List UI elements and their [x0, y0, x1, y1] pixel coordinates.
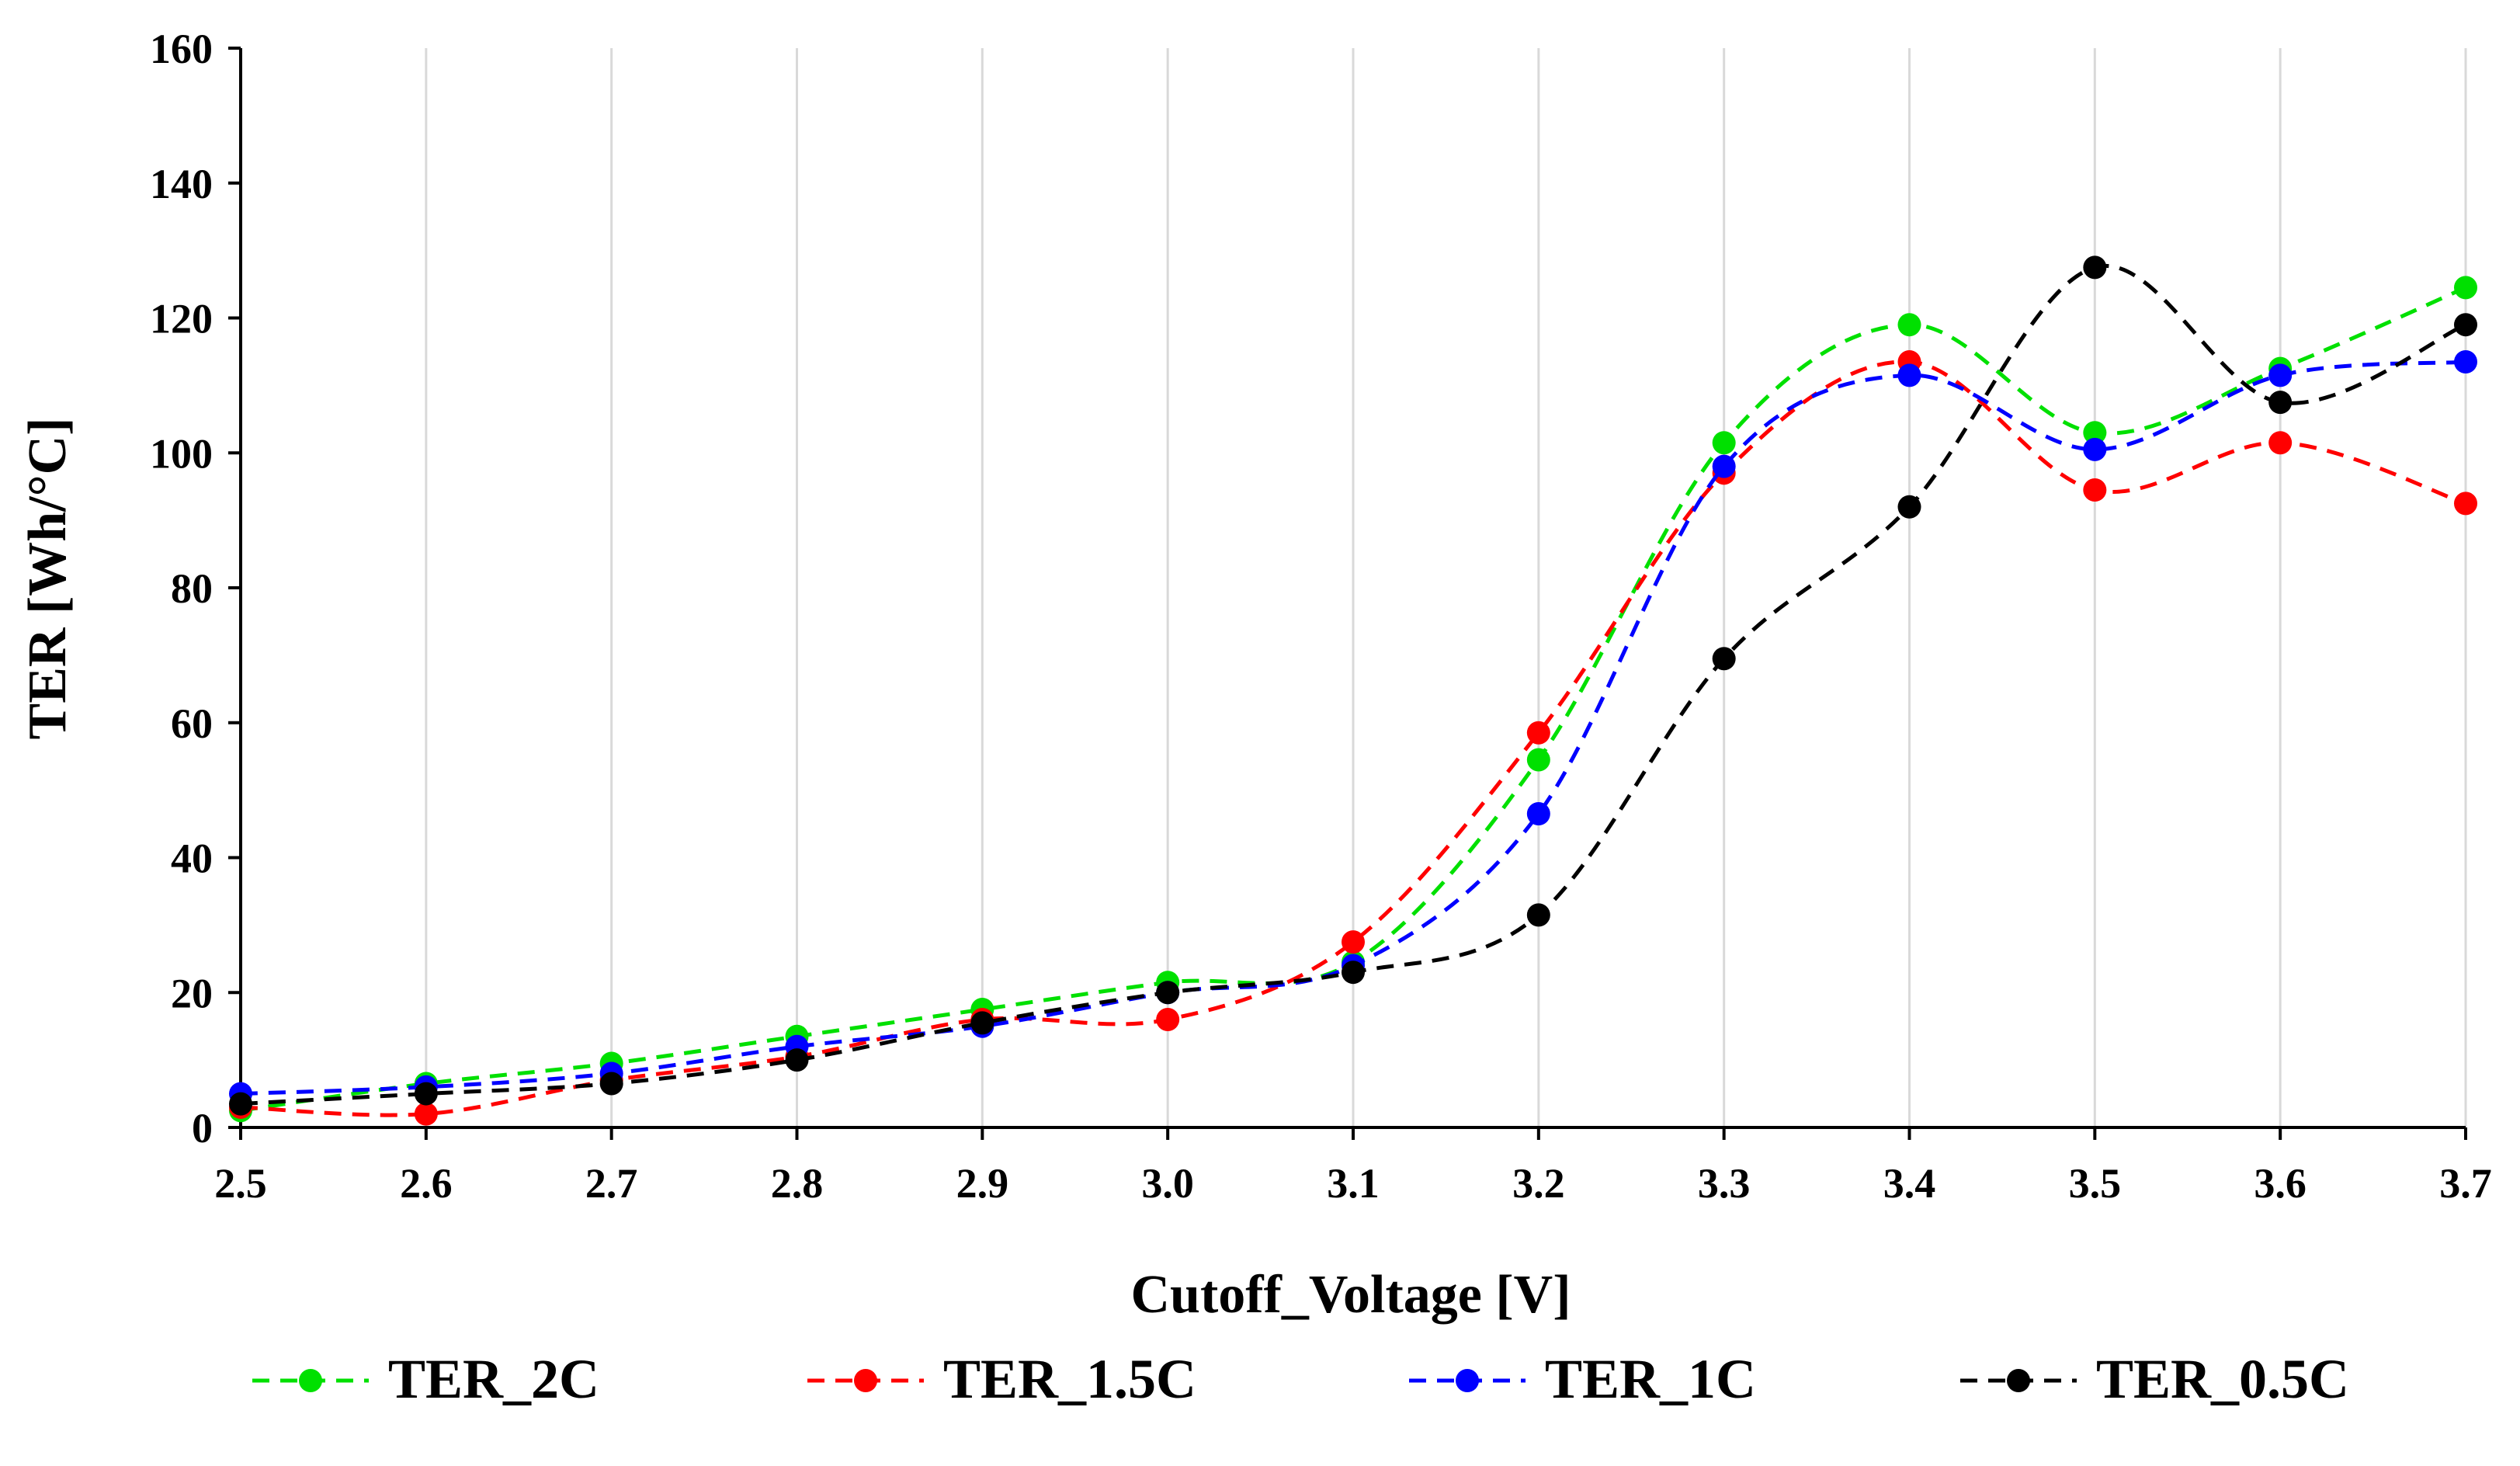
data-point-ter-0-5c — [1526, 903, 1550, 927]
legend-item-ter-1c: TER_1C — [1409, 1348, 1756, 1410]
legend-label: TER_1C — [1545, 1348, 1756, 1410]
legend: TER_2C TER_1.5C TER_1C TER_0.5C — [252, 1348, 2349, 1410]
x-tick-label: 3.5 — [2069, 1160, 2122, 1207]
x-tick-label: 2.5 — [214, 1160, 267, 1207]
data-point-ter-2c — [2454, 276, 2477, 300]
data-point-ter-0-5c — [599, 1072, 623, 1096]
series-group — [229, 255, 2477, 1126]
gridlines — [425, 48, 2467, 1127]
y-tick-label: 40 — [171, 835, 213, 882]
x-tick-label: 3.2 — [1512, 1160, 1565, 1207]
x-tick-label: 2.8 — [771, 1160, 824, 1207]
legend-swatch-marker — [299, 1369, 322, 1392]
data-point-ter-1-5c — [1156, 1008, 1180, 1031]
data-point-ter-1c — [1526, 802, 1550, 826]
y-tick-label: 120 — [150, 296, 213, 342]
y-tick-label: 60 — [171, 700, 213, 747]
y-tick-label: 160 — [150, 26, 213, 72]
y-tick-label: 80 — [171, 565, 213, 612]
data-point-ter-1-5c — [2268, 431, 2293, 455]
data-point-ter-1-5c — [414, 1102, 438, 1126]
x-tick-label: 3.0 — [1141, 1160, 1194, 1207]
x-tick-label: 3.7 — [2439, 1160, 2492, 1207]
legend-label: TER_2C — [388, 1348, 599, 1410]
data-point-ter-0-5c — [2454, 313, 2477, 337]
legend-swatch-marker — [2007, 1369, 2030, 1392]
y-tick-label: 140 — [150, 161, 213, 207]
data-point-ter-0-5c — [229, 1092, 252, 1116]
data-point-ter-1-5c — [1526, 721, 1550, 745]
data-point-ter-1-5c — [2454, 492, 2477, 516]
data-point-ter-2c — [1526, 748, 1550, 772]
data-point-ter-1c — [2268, 363, 2293, 387]
legend-item-ter-0-5c: TER_0.5C — [1960, 1348, 2349, 1410]
data-point-ter-1c — [1712, 454, 1736, 478]
data-point-ter-0-5c — [970, 1011, 994, 1035]
y-axis-title: TER [Wh/°C] — [18, 418, 78, 740]
data-point-ter-1-5c — [1342, 930, 1365, 954]
x-axis-ticks: 2.5 2.6 2.7 2.8 2.9 3.0 3.1 3.2 3.3 3.4 3.5 3.6 3.7 — [214, 1127, 2492, 1207]
data-point-ter-1c — [2454, 349, 2477, 373]
data-point-ter-1-5c — [2083, 478, 2107, 502]
legend-item-ter-2c: TER_2C — [252, 1348, 599, 1410]
data-point-ter-1c — [1897, 363, 1921, 387]
legend-swatch-marker — [854, 1369, 877, 1392]
data-point-ter-0-5c — [1156, 981, 1180, 1005]
legend-label: TER_0.5C — [2096, 1348, 2349, 1410]
x-tick-label: 2.7 — [585, 1160, 638, 1207]
legend-item-ter-1-5c: TER_1.5C — [807, 1348, 1196, 1410]
data-point-ter-2c — [1897, 313, 1921, 337]
x-tick-label: 2.6 — [400, 1160, 453, 1207]
x-axis-title: Cutoff_Voltage [V] — [1130, 1265, 1571, 1325]
data-point-ter-0-5c — [414, 1082, 438, 1106]
series-ter-0-5c — [229, 255, 2477, 1116]
series-line-ter-1c — [240, 360, 2466, 1096]
x-tick-label: 3.1 — [1327, 1160, 1380, 1207]
y-tick-label: 0 — [192, 1105, 213, 1152]
data-point-ter-0-5c — [2083, 255, 2107, 280]
y-tick-label: 20 — [171, 970, 213, 1016]
data-point-ter-0-5c — [2268, 391, 2293, 415]
data-point-ter-0-5c — [1897, 495, 1921, 519]
data-point-ter-2c — [2083, 421, 2107, 445]
data-point-ter-2c — [1712, 431, 1736, 455]
x-tick-label: 3.4 — [1883, 1160, 1936, 1207]
y-axis-ticks: 0 20 40 60 80 100 120 140 160 — [150, 26, 241, 1152]
data-point-ter-0-5c — [1342, 961, 1365, 985]
legend-label: TER_1.5C — [943, 1348, 1196, 1410]
x-tick-label: 3.6 — [2254, 1160, 2307, 1207]
x-tick-label: 2.9 — [956, 1160, 1009, 1207]
data-point-ter-0-5c — [1712, 647, 1736, 671]
x-tick-label: 3.3 — [1698, 1160, 1751, 1207]
data-point-ter-0-5c — [785, 1048, 809, 1072]
data-point-ter-1c — [2083, 437, 2107, 461]
legend-swatch-marker — [1456, 1369, 1479, 1392]
y-tick-label: 100 — [150, 430, 213, 477]
